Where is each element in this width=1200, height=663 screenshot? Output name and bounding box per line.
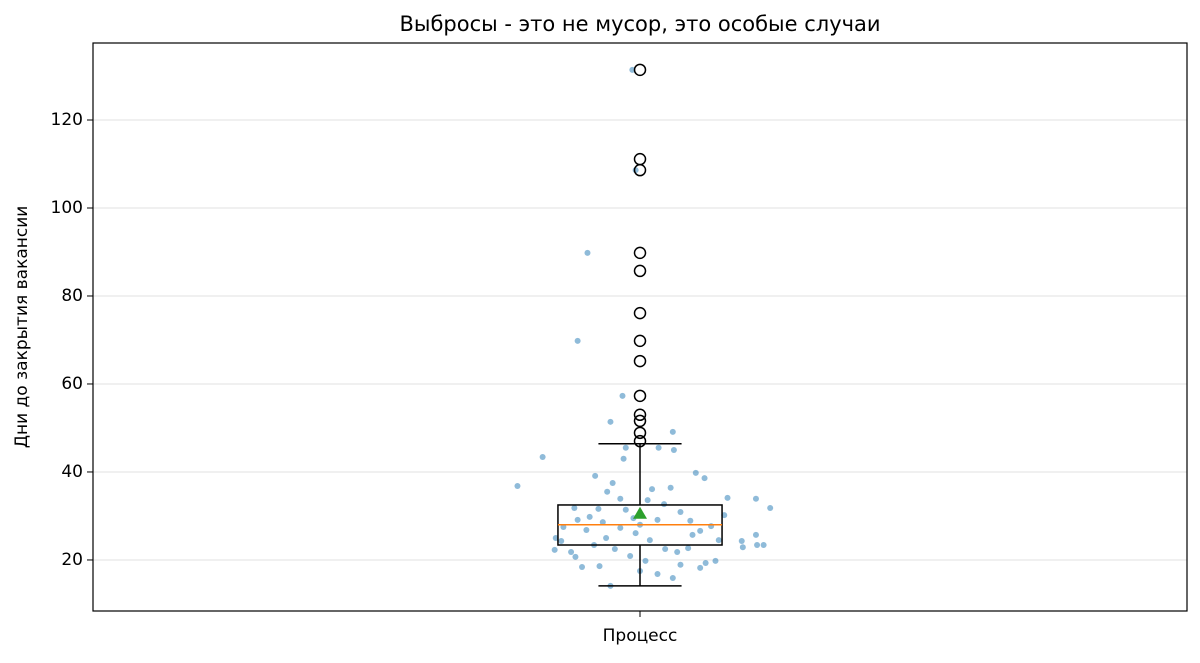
jitter-point: [586, 513, 593, 520]
jitter-point: [752, 495, 759, 502]
jitter-point: [662, 545, 669, 552]
jitter-point: [654, 571, 661, 578]
jitter-point: [632, 530, 639, 537]
jitter-point: [760, 542, 767, 549]
jitter-point: [617, 524, 624, 531]
jitter-point: [539, 454, 546, 461]
jitter-point: [677, 561, 684, 568]
jitter-point: [752, 531, 759, 538]
jitter-point: [738, 538, 745, 545]
y-tick-label: 60: [61, 374, 83, 394]
plot-frame: [92, 42, 1188, 612]
jitter-point: [724, 494, 731, 501]
mean-marker: [633, 506, 647, 519]
jitter-point: [611, 545, 618, 552]
y-tick-label: 100: [51, 198, 83, 218]
flier: [633, 306, 647, 320]
jitter-point: [644, 497, 651, 504]
jitter-point: [622, 444, 629, 451]
jitter-point: [712, 557, 719, 564]
jitter-point: [669, 428, 676, 435]
flier: [633, 408, 647, 422]
jitter-point: [669, 575, 676, 582]
jitter-point: [617, 495, 624, 502]
jitter-point: [767, 505, 774, 512]
jitter-point: [622, 506, 629, 513]
jitter-point: [596, 563, 603, 570]
flier: [633, 163, 647, 177]
jitter-point: [584, 249, 591, 256]
flier: [633, 426, 647, 440]
jitter-point: [572, 553, 579, 560]
jitter-point: [574, 516, 581, 523]
jitter-point: [697, 527, 704, 534]
flier: [633, 63, 647, 77]
flier: [633, 334, 647, 348]
jitter-point: [739, 544, 746, 551]
jitter-point: [649, 486, 656, 493]
y-tick-label: 80: [61, 286, 83, 306]
jitter-point: [619, 392, 626, 399]
jitter-point: [592, 472, 599, 479]
jitter-point: [620, 455, 627, 462]
flier: [633, 152, 647, 166]
jitter-point: [568, 549, 575, 556]
jitter-point: [702, 560, 709, 567]
jitter-point: [603, 534, 610, 541]
jitter-point: [667, 484, 674, 491]
y-tick-label: 20: [61, 550, 83, 570]
flier: [633, 246, 647, 260]
jitter-point: [629, 66, 636, 73]
jitter-point: [558, 538, 565, 545]
y-tick-label: 120: [51, 110, 83, 130]
jitter-point: [685, 545, 692, 552]
jitter-point: [642, 557, 649, 564]
jitter-point: [689, 531, 696, 538]
jitter-point: [604, 488, 611, 495]
jitter-point: [551, 546, 558, 553]
jitter-point: [692, 469, 699, 476]
jitter-point: [715, 537, 722, 544]
jitter-point: [677, 509, 684, 516]
jitter-point: [607, 418, 614, 425]
jitter-point: [655, 444, 662, 451]
flier: [633, 264, 647, 278]
jitter-point: [514, 483, 521, 490]
jitter-point: [654, 516, 661, 523]
jitter-point: [599, 519, 606, 526]
jitter-point: [754, 542, 761, 549]
jitter-point: [627, 553, 634, 560]
jitter-point: [574, 337, 581, 344]
y-axis-label: Дни до закрытия вакансии: [12, 206, 32, 449]
flier: [633, 389, 647, 403]
jitter-point: [701, 475, 708, 482]
jitter-point: [646, 537, 653, 544]
jitter-point: [661, 501, 668, 508]
x-tick-label: Процесс: [603, 626, 678, 646]
jitter-point: [687, 517, 694, 524]
jitter-point: [708, 523, 715, 530]
jitter-point: [579, 564, 586, 571]
y-tick-label: 40: [61, 462, 83, 482]
jitter-point: [583, 527, 590, 534]
flier: [633, 354, 647, 368]
jitter-point: [609, 479, 616, 486]
chart-title: Выбросы - это не мусор, это особые случа…: [399, 12, 880, 36]
jitter-point: [595, 505, 602, 512]
jitter-point: [697, 564, 704, 571]
flier: [633, 434, 647, 448]
flier: [633, 414, 647, 428]
jitter-point: [571, 505, 578, 512]
jitter-point: [670, 446, 677, 453]
jitter-point: [674, 549, 681, 556]
